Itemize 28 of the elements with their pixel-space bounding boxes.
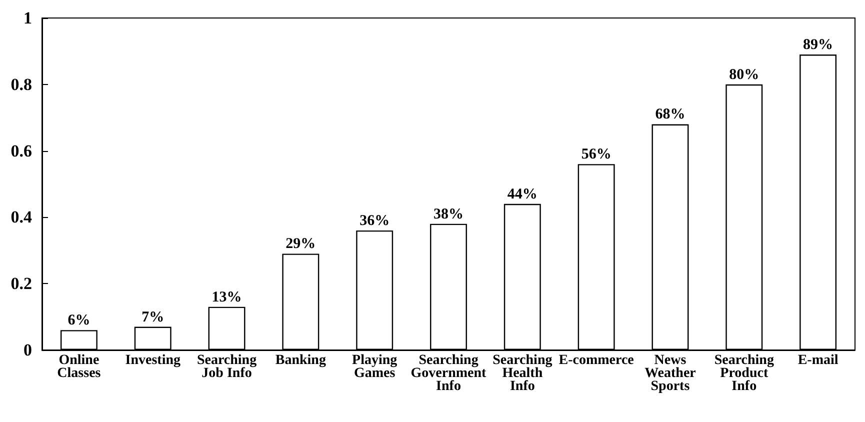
data-label: 7% — [142, 309, 164, 326]
data-label: 56% — [581, 146, 612, 163]
x-tick-label: E-commerce — [558, 353, 634, 368]
data-label: 38% — [434, 206, 464, 222]
x-tick-label: Searching Health Info — [492, 353, 552, 394]
data-label: 44% — [507, 186, 538, 202]
x-tick-label: Playing Games — [352, 353, 398, 381]
data-label: 80% — [729, 66, 760, 83]
x-tick-label: E-mail — [798, 353, 838, 368]
y-tick-label: 0.6 — [10, 141, 32, 160]
x-tick-label: News Weather Sports — [644, 353, 696, 394]
data-label: 89% — [803, 37, 834, 54]
data-label: 36% — [360, 212, 390, 229]
y-tick-label: 0.4 — [10, 208, 32, 227]
x-tick-label: Investing — [125, 353, 180, 368]
y-tick-label: 0.8 — [10, 74, 32, 94]
y-tick-label: 0 — [24, 340, 32, 360]
y-tick-label: 0.2 — [10, 274, 32, 294]
x-tick-label: Searching Product Info — [714, 353, 774, 394]
x-tick-label: Searching Government Info — [410, 353, 487, 394]
data-label: 13% — [212, 289, 242, 306]
x-tick-label: Online Classes — [57, 353, 102, 381]
x-tick-label: Banking — [275, 353, 326, 368]
data-label: 68% — [655, 106, 686, 123]
data-label: 6% — [68, 312, 90, 329]
data-label: 29% — [286, 236, 316, 252]
y-tick-label: 1 — [24, 8, 32, 28]
x-tick-label: Searching Job Info — [196, 353, 257, 381]
